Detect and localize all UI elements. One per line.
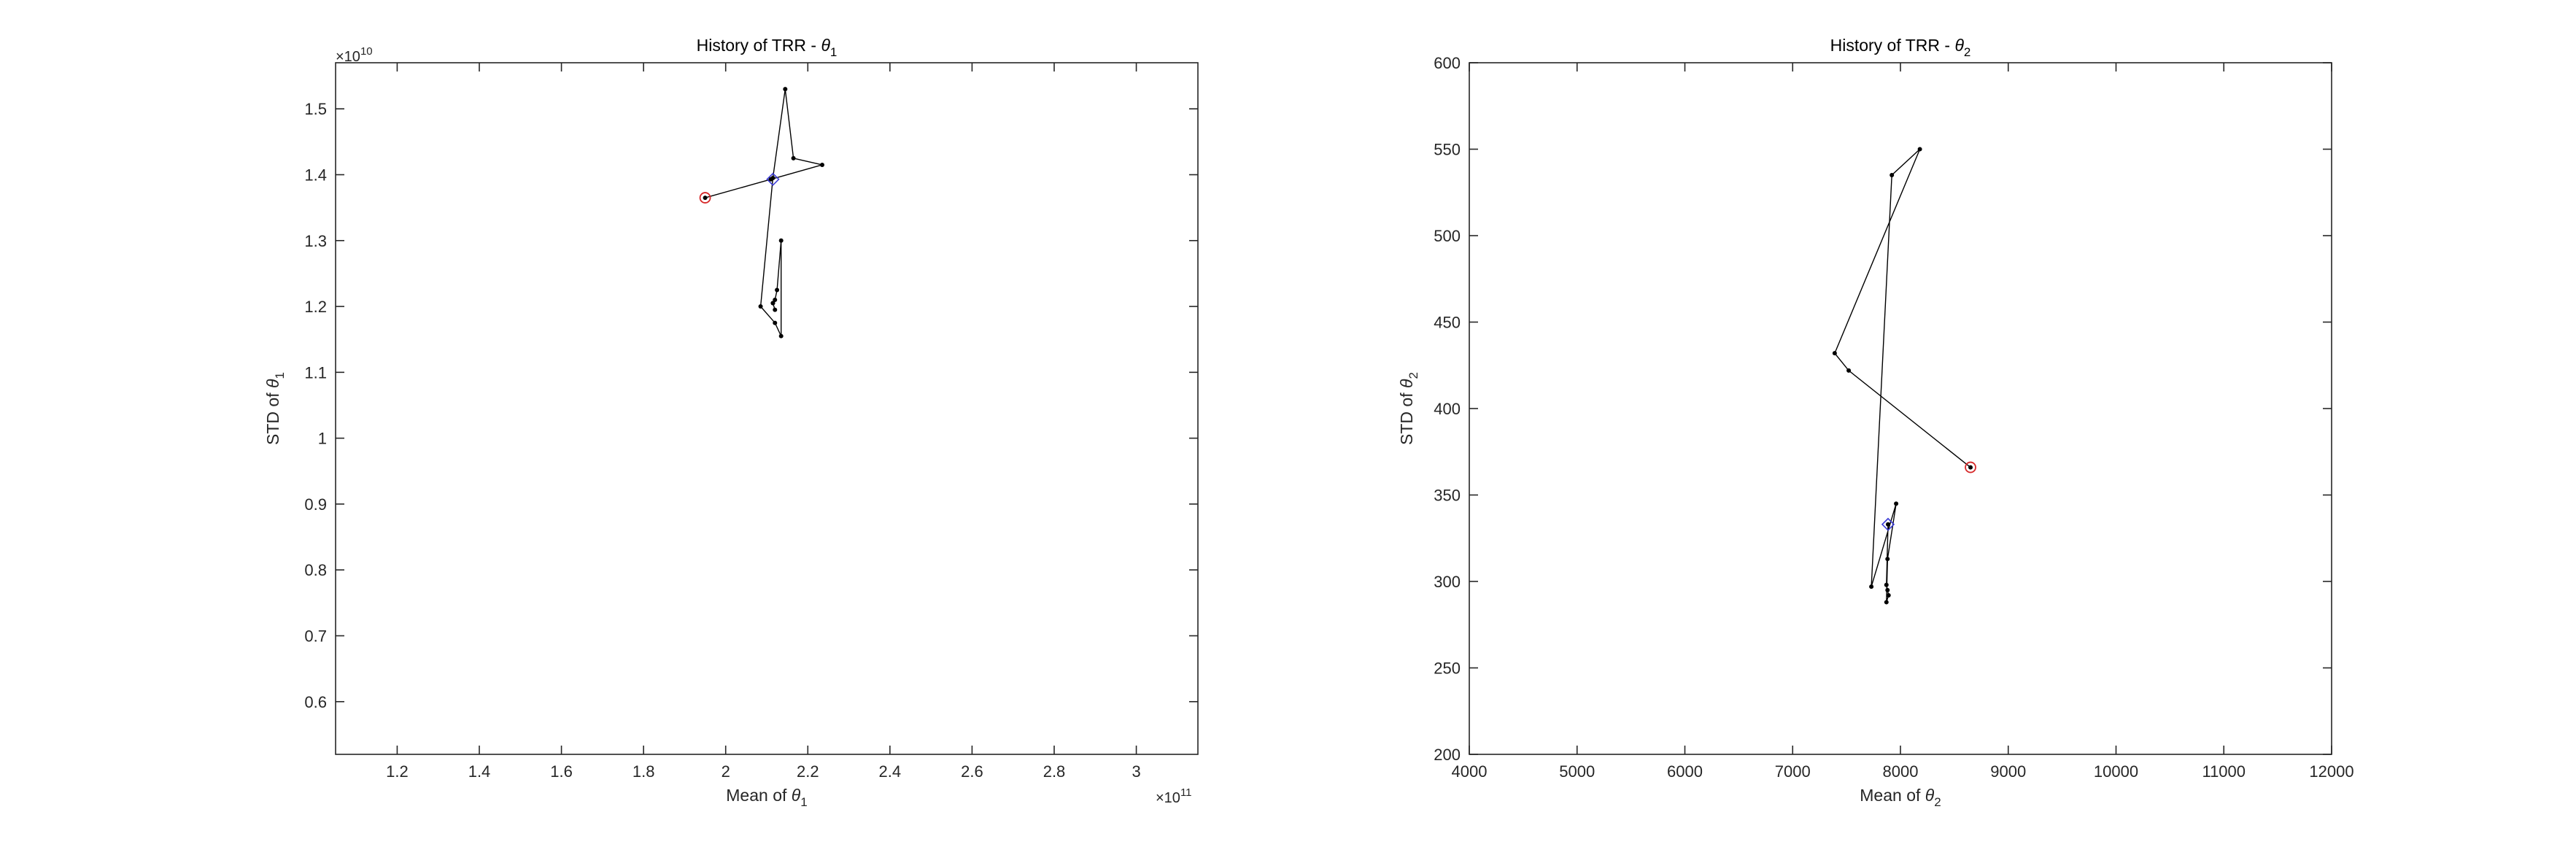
series-history: [699, 87, 824, 339]
data-point: [773, 320, 778, 325]
x-axis-ticks: 4000 5000 6000 7000 8000 9000 10000 11000 12000: [1452, 63, 2354, 781]
axes-frame: [335, 62, 1199, 755]
data-point: [1885, 587, 1890, 592]
data-point: [819, 162, 824, 167]
subplot-theta2: History of TRR - θ2 4000 5000 6000 7000 8000…: [1397, 36, 2354, 809]
x-tick-label: 2: [722, 762, 730, 781]
plot-title: History of TRR - θ1: [697, 36, 838, 59]
data-point: [1885, 557, 1890, 562]
y-tick-label: 0.8: [304, 561, 327, 579]
data-point: [1894, 501, 1899, 506]
x-axis-ticks: 1.2 1.4 1.6 1.8 2 2.2 2.4 2.6 2.8 3: [386, 63, 1141, 781]
data-point: [783, 87, 788, 92]
y-tick-label: 200: [1434, 746, 1461, 764]
data-point: [791, 155, 796, 160]
y-tick-label: 0.9: [304, 495, 327, 514]
start-point: [703, 196, 708, 200]
x-tick-label: 3: [1132, 762, 1140, 781]
x-tick-label: 6000: [1667, 762, 1703, 781]
data-point: [1917, 147, 1922, 152]
data-point: [778, 333, 784, 339]
y-tick-label: 300: [1434, 573, 1461, 591]
y-tick-label: 350: [1434, 487, 1461, 505]
y-tick-label: 0.6: [304, 693, 327, 711]
x-tick-label: 2.2: [797, 762, 819, 781]
data-point: [775, 287, 780, 293]
x-tick-label: 4000: [1452, 762, 1488, 781]
x-tick-label: 12000: [2309, 762, 2353, 781]
history-line: [705, 89, 823, 336]
data-point: [1886, 592, 1891, 597]
history-line: [1834, 148, 1971, 603]
y-tick-label: 450: [1434, 314, 1461, 332]
y-axis-ticks: 200 250 300 350 400 450 500 550 600: [1434, 54, 2332, 764]
y-tick-label: 1.5: [304, 100, 327, 118]
x-tick-label: 9000: [1990, 762, 2026, 781]
y-tick-label: 600: [1434, 54, 1461, 72]
x-tick-label: 1.6: [550, 762, 573, 781]
x-tick-label: 5000: [1559, 762, 1595, 781]
y-tick-label: 400: [1434, 400, 1461, 418]
x-tick-label: 1.4: [468, 762, 491, 781]
x-tick-label: 10000: [2094, 762, 2138, 781]
y-axis-exponent: ×1010: [336, 45, 373, 65]
data-point: [1832, 351, 1837, 356]
x-tick-label: 11000: [2202, 762, 2246, 781]
y-tick-label: 1.3: [304, 232, 327, 250]
x-tick-label: 8000: [1883, 762, 1919, 781]
x-axis-label: Mean of θ2: [1860, 786, 1941, 809]
data-point: [1890, 173, 1895, 178]
x-tick-label: 2.6: [961, 762, 983, 781]
start-point: [1968, 465, 1973, 470]
y-tick-label: 550: [1434, 141, 1461, 159]
x-tick-label: 1.8: [633, 762, 655, 781]
data-point: [1886, 522, 1891, 527]
subplot-theta1: History of TRR - θ1 1.2 1.4 1.6 1.8 2 2.2 2.4 2…: [263, 36, 1199, 809]
y-tick-label: 250: [1434, 660, 1461, 678]
data-point: [1884, 600, 1889, 605]
y-axis-label: STD of θ1: [263, 372, 287, 445]
data-point: [758, 304, 763, 309]
data-point: [770, 176, 775, 180]
data-point: [1846, 368, 1852, 373]
y-tick-label: 0.7: [304, 627, 327, 645]
data-point: [778, 238, 784, 243]
x-axis-label: Mean of θ1: [726, 786, 807, 809]
plot-title: History of TRR - θ2: [1830, 36, 1971, 59]
series-history: [1832, 147, 1976, 605]
data-point: [1884, 582, 1889, 587]
end-marker: [766, 172, 780, 186]
end-marker: [1881, 517, 1895, 531]
y-tick-label: 1.2: [304, 298, 327, 316]
data-point: [770, 301, 775, 306]
y-tick-label: 1.4: [304, 166, 327, 184]
y-tick-label: 500: [1434, 227, 1461, 245]
y-axis-label: STD of θ2: [1397, 372, 1420, 445]
start-marker: [1965, 461, 1976, 473]
start-marker: [699, 192, 711, 204]
y-axis-ticks: 0.6 0.7 0.8 0.9 1 1.1 1.2 1.3 1.4 1.5: [304, 100, 1198, 711]
data-point: [1869, 584, 1874, 589]
x-tick-label: 1.2: [386, 762, 409, 781]
y-tick-label: 1: [318, 430, 327, 448]
x-tick-label: 2.4: [879, 762, 902, 781]
x-tick-label: 2.8: [1043, 762, 1066, 781]
x-tick-label: 7000: [1775, 762, 1811, 781]
y-tick-label: 1.1: [304, 363, 327, 382]
data-point: [773, 298, 778, 303]
data-point: [773, 307, 778, 312]
x-axis-exponent: ×1011: [1156, 786, 1192, 806]
